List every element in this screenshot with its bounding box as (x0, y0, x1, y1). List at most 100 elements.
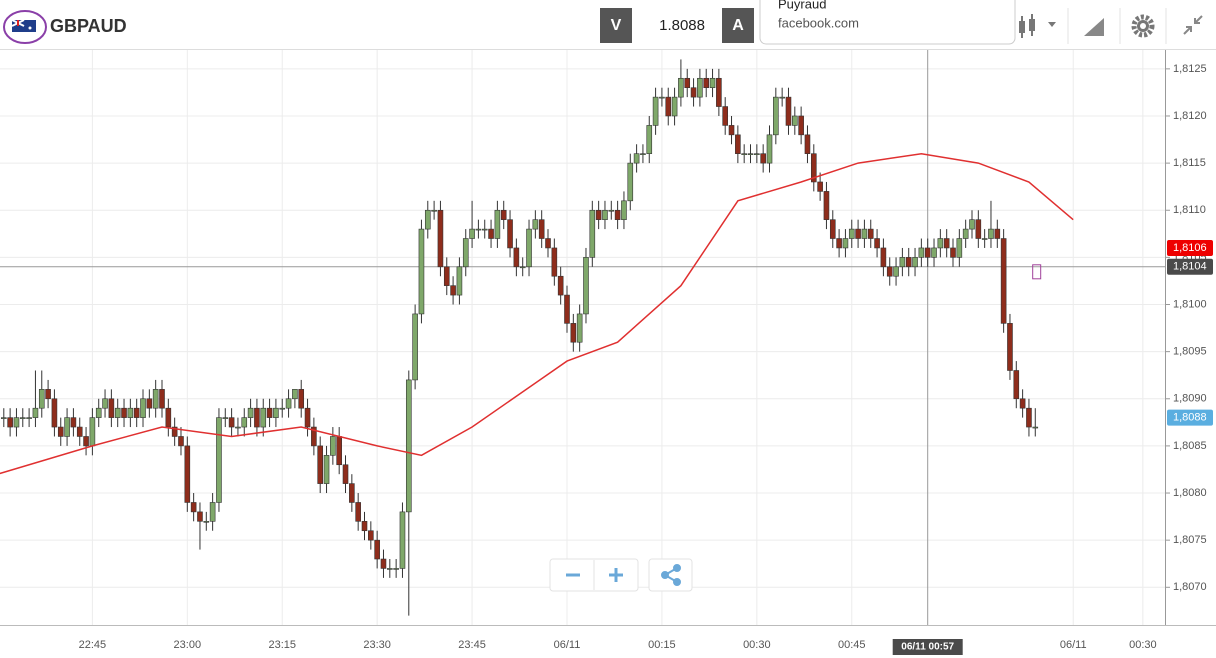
candle-body (924, 247, 931, 258)
candle-body (165, 407, 172, 428)
candle-body (671, 96, 678, 117)
candle-body (943, 238, 950, 249)
x-tick-label: 00:45 (838, 639, 866, 651)
candle-body (583, 257, 589, 315)
price-tag (1167, 258, 1213, 275)
candle-body (83, 436, 89, 447)
candle-body (880, 247, 887, 268)
price-tag (1167, 409, 1213, 426)
zoom-in[interactable] (609, 568, 623, 582)
collapse-icon[interactable] (1183, 15, 1203, 35)
candle-body (728, 125, 735, 136)
candle-body (760, 153, 766, 164)
candle-body (1032, 426, 1039, 429)
candle-body (387, 568, 393, 570)
candle-body (576, 313, 583, 343)
settings-icon[interactable] (1131, 14, 1155, 38)
share-button[interactable] (648, 558, 693, 592)
candle-body (608, 209, 615, 212)
y-tick-label: 1,8115 (1173, 157, 1206, 169)
candle-body (368, 530, 374, 541)
candle-body (614, 209, 621, 220)
flag-icon[interactable] (11, 19, 36, 32)
crosshair-time-label: 06/11 00:57 (901, 642, 954, 653)
candle-body (513, 247, 520, 268)
candle-body (735, 134, 741, 154)
candle-body (7, 417, 13, 428)
candle-body (380, 558, 387, 569)
candle-body (697, 77, 703, 98)
sell-label: V (611, 17, 622, 34)
candle-body (722, 106, 728, 126)
x-tick-label: 23:00 (174, 639, 202, 651)
candle-body (285, 398, 292, 409)
candle-body (95, 407, 102, 418)
y-tick-label: 1,8100 (1173, 298, 1207, 310)
candle-body (621, 200, 627, 220)
candle-body (475, 228, 482, 231)
candle-body (798, 115, 804, 136)
candle-body (197, 511, 203, 522)
candle-body (785, 96, 792, 126)
candle-body (545, 238, 551, 249)
candle-body (633, 153, 640, 164)
y-tick-label: 1,8110 (1173, 204, 1206, 216)
x-tick-label: 06/11 (554, 639, 581, 651)
candle-body (108, 398, 115, 418)
candle-body (184, 445, 191, 503)
candle-body (956, 238, 963, 258)
candle-body (981, 238, 988, 240)
candle-body (709, 77, 716, 89)
x-tick-label: 00:15 (648, 639, 676, 651)
candle-body (323, 455, 330, 484)
candle-body (836, 238, 842, 249)
candle-body (829, 219, 836, 239)
candle-body (538, 219, 545, 239)
candle-body (235, 426, 241, 429)
sell-button[interactable] (600, 8, 632, 43)
candle-body (874, 238, 880, 249)
candle-body (89, 417, 96, 447)
notification-popup[interactable]: Puyraud facebook.com (759, 0, 1016, 45)
candle-body (70, 417, 77, 428)
candle-body (703, 77, 710, 89)
candle-body (488, 228, 494, 239)
candle-body (1013, 370, 1020, 400)
candle-body (659, 96, 665, 99)
candle-body (842, 238, 849, 249)
candle-body (443, 266, 450, 286)
candle-body (481, 228, 488, 231)
candle-body (690, 87, 697, 98)
price-tag-label: 1,8104 (1173, 261, 1207, 273)
candle-body (918, 247, 925, 258)
candle-body (361, 521, 368, 532)
candle-body (456, 266, 463, 296)
draw-icon[interactable] (1084, 18, 1104, 36)
candle-body (640, 153, 646, 155)
candle-body (931, 247, 937, 258)
candle-body (178, 436, 184, 447)
candle-body (393, 568, 399, 570)
chart-type-icon[interactable] (1019, 14, 1056, 38)
crosshair-marker (1032, 264, 1042, 280)
candle-body (32, 407, 39, 418)
candle-body (747, 153, 754, 155)
candle-body (1026, 407, 1032, 428)
candle-body (570, 323, 577, 343)
candle-body (298, 389, 305, 409)
candle-body (424, 209, 431, 230)
candle-body (222, 417, 229, 419)
candle-body (159, 389, 165, 409)
candle-body (627, 162, 634, 202)
candle-body (330, 436, 336, 456)
x-tick-label: 22:45 (79, 639, 107, 651)
candle-body (260, 407, 267, 428)
candle-body (140, 398, 146, 418)
candle-body (171, 426, 178, 437)
candle-body (450, 285, 456, 296)
candle-body (152, 389, 159, 409)
candle-body (886, 266, 893, 277)
moving-average-line (0, 152, 1074, 475)
buy-button[interactable] (722, 8, 754, 43)
candle-body (975, 219, 982, 239)
